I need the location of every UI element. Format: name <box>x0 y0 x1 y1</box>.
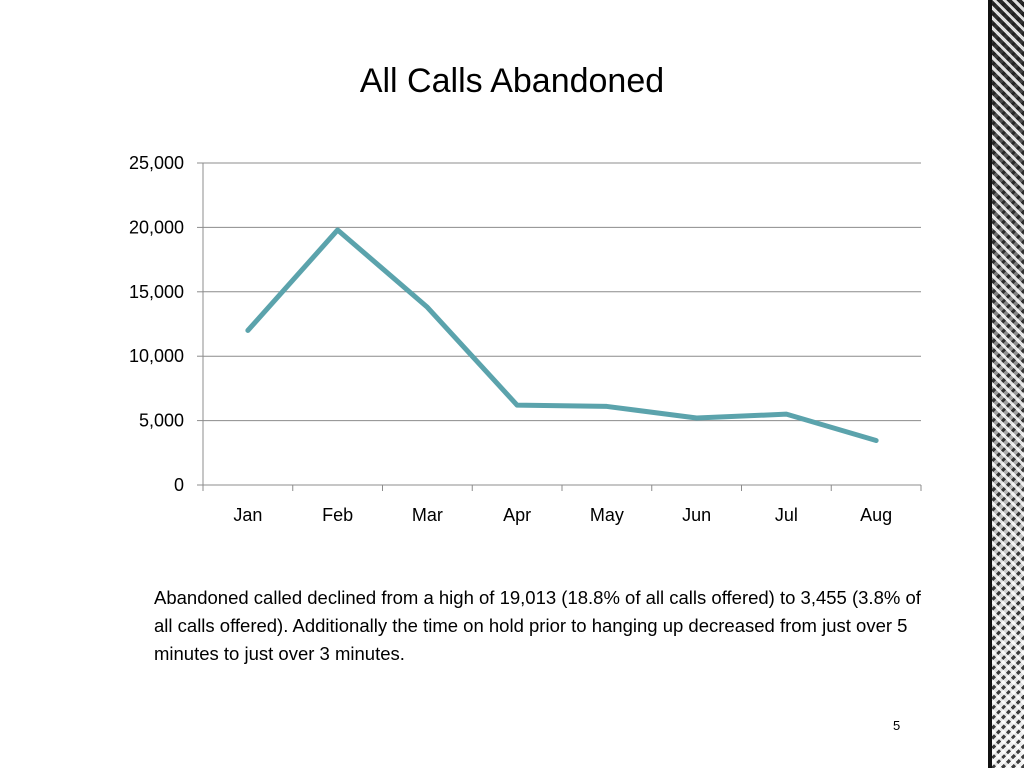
data-point <box>515 403 520 408</box>
data-point <box>784 412 789 417</box>
gridlines <box>203 162 921 422</box>
series-group <box>245 227 879 443</box>
axes <box>202 163 921 486</box>
x-tick-label: Jan <box>233 505 262 525</box>
y-tick-label: 15,000 <box>129 282 184 302</box>
page-number: 5 <box>893 718 901 733</box>
y-tick-label: 25,000 <box>129 153 184 173</box>
y-tick-label: 10,000 <box>129 346 184 366</box>
decorative-side-strip <box>988 0 1024 768</box>
x-tick-label: Jun <box>682 505 711 525</box>
data-point <box>425 305 430 310</box>
data-point <box>335 227 340 232</box>
y-tick-label: 0 <box>174 475 184 495</box>
x-tick-label: May <box>590 505 624 525</box>
y-axis-ticks: 0 5,000 10,000 15,000 20,000 25,000 <box>129 153 203 495</box>
x-tick-label: Aug <box>860 505 892 525</box>
line-chart: 0 5,000 10,000 15,000 20,000 25,000 Jan Feb Mar… <box>129 153 922 525</box>
x-tick-label: Feb <box>322 505 353 525</box>
data-point <box>604 404 609 409</box>
y-tick-label: 5,000 <box>139 411 184 431</box>
series-line <box>245 227 879 443</box>
data-point <box>694 416 699 421</box>
x-tick-label: Jul <box>775 505 798 525</box>
slide-title: All Calls Abandoned <box>359 62 665 100</box>
y-tick-label: 20,000 <box>129 217 184 237</box>
x-axis-ticks: Jan Feb Mar Apr May Jun Jul Aug <box>202 485 922 525</box>
slide: All Calls Abandoned 0 5,000 10,000 15,000 20… <box>128 62 922 733</box>
data-point <box>245 328 250 333</box>
x-tick-label: Apr <box>503 505 531 525</box>
x-tick-label: Mar <box>412 505 443 525</box>
data-point <box>874 438 879 443</box>
chart-caption: Abandoned called declined from a high of… <box>154 587 921 664</box>
